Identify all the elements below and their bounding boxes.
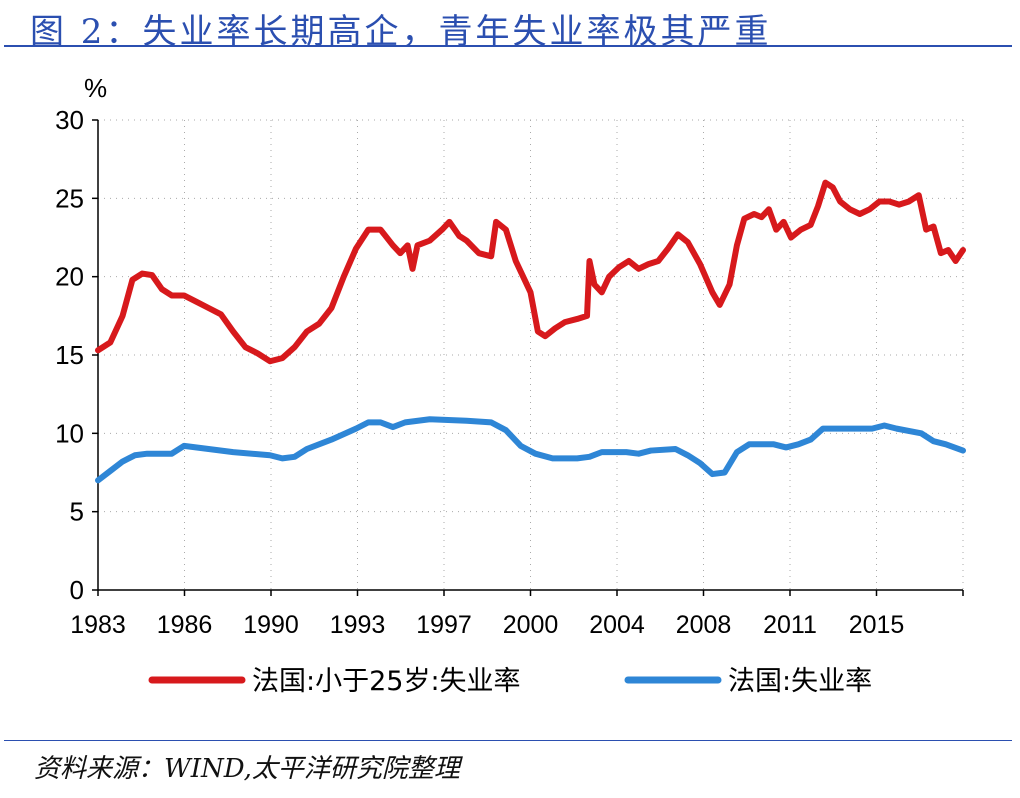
x-tick-label: 1993 <box>330 611 386 639</box>
y-tick-label: 20 <box>55 262 84 292</box>
y-tick-label: 25 <box>55 183 84 213</box>
x-tick-label: 2004 <box>589 611 645 639</box>
line-chart: 0 5 10 15 20 25 30% 1983 1986 1990 1993 1997 2000 200… <box>55 73 966 697</box>
series-line-0 <box>95 179 966 365</box>
x-tick-label: 1997 <box>416 611 472 639</box>
x-tick-label: 2011 <box>763 611 817 639</box>
x-tick-label: 1990 <box>243 611 299 639</box>
series-line-1 <box>95 416 966 484</box>
title-divider <box>4 45 1012 47</box>
y-axis-unit: % <box>84 73 107 103</box>
x-tick-label: 2015 <box>849 611 905 639</box>
y-tick-label: 10 <box>55 418 84 448</box>
y-tick-label: 5 <box>70 497 84 527</box>
x-tick-label: 2000 <box>503 611 559 639</box>
source-divider <box>4 740 1012 741</box>
y-tick-label: 15 <box>55 340 84 370</box>
x-tick-label: 1983 <box>70 611 126 639</box>
legend-label-1: 法国:失业率 <box>728 666 872 697</box>
y-tick-label: 30 <box>55 105 84 135</box>
x-tick-label: 1986 <box>157 611 213 639</box>
source-note: 资料来源：WIND,太平洋研究院整理 <box>34 754 460 784</box>
x-tick-label: 2008 <box>676 611 732 639</box>
legend-label-0: 法国:小于25岁:失业率 <box>252 666 521 697</box>
y-tick-label: 0 <box>70 575 84 605</box>
